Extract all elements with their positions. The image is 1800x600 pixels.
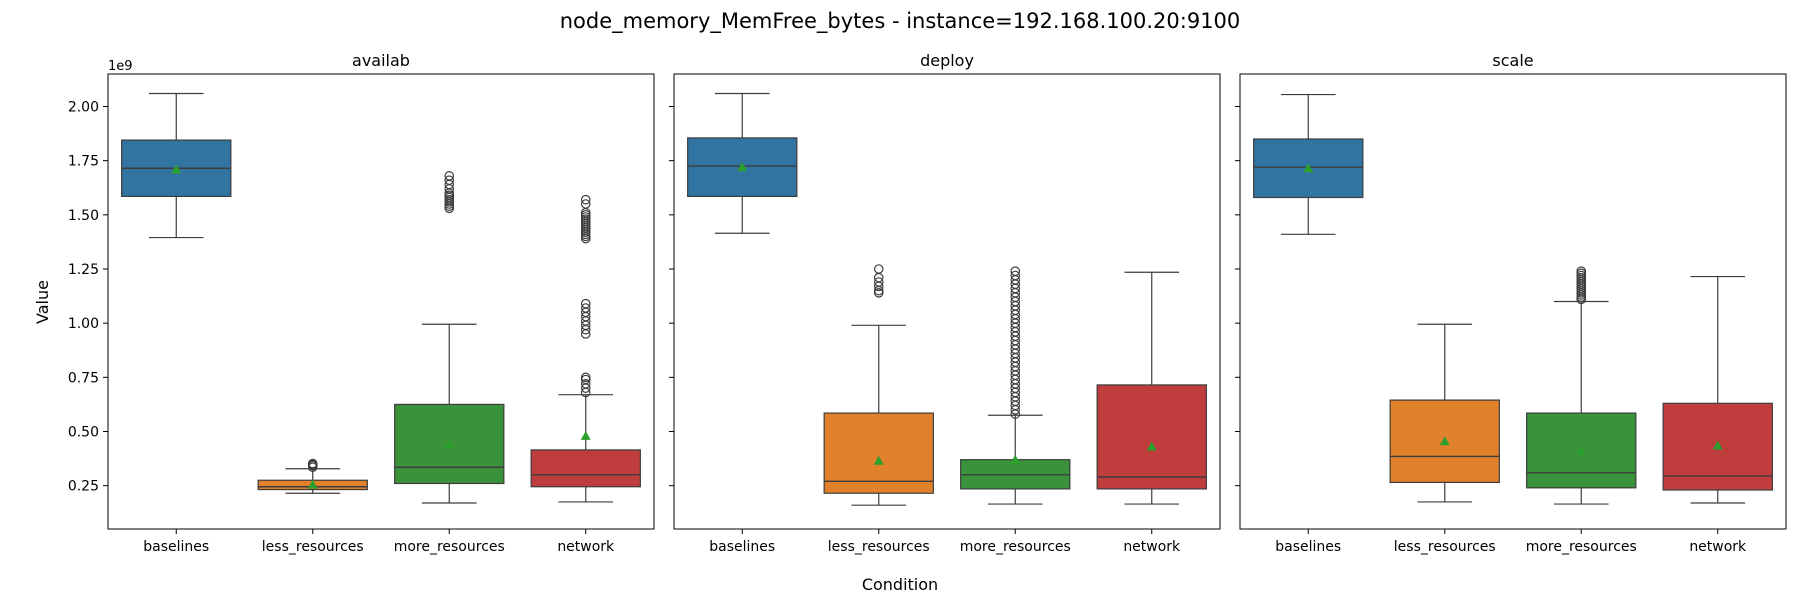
panels-group: availab 0.25 0.50 0.75 1.00 1.25 1.50 1.75 2.00 b… <box>68 51 1787 555</box>
box-less_resources <box>1389 323 1500 503</box>
y-tick-label: 2.00 <box>68 100 99 116</box>
box-more_resources <box>394 171 505 504</box>
y-offset-text: 1e9 <box>108 59 133 74</box>
mean-marker <box>307 479 318 489</box>
box-iqr <box>530 449 641 488</box>
x-tick-label: baselines <box>1275 539 1341 555</box>
y-tick-label: 1.75 <box>68 154 99 170</box>
mean-marker <box>873 455 884 465</box>
box-less_resources <box>257 458 368 494</box>
mean-marker <box>580 430 591 440</box>
mean-marker <box>737 162 748 172</box>
panel-frame <box>673 73 1221 530</box>
box-baselines <box>1253 93 1364 235</box>
box-iqr <box>1253 138 1364 199</box>
figure-title: node_memory_MemFree_bytes - instance=192… <box>560 9 1241 34</box>
mean-marker <box>1576 446 1587 455</box>
box-less_resources <box>823 264 934 506</box>
outlier-point <box>444 171 455 181</box>
panel-scale: scale baselines less_resources more_resourc… <box>1235 51 1787 555</box>
box-iqr <box>823 412 934 494</box>
x-tick-label: more_resources <box>1526 539 1637 555</box>
mean-marker <box>1010 454 1021 464</box>
box-more_resources <box>1526 266 1637 505</box>
x-tick-label: network <box>1689 539 1747 555</box>
x-tick-label: baselines <box>143 539 209 555</box>
y-tick-label: 0.75 <box>68 370 99 386</box>
mean-marker <box>444 439 455 449</box>
box-network <box>530 194 641 503</box>
mean-marker <box>171 164 182 174</box>
outlier-point <box>580 194 591 205</box>
outlier-point <box>873 277 884 287</box>
y-axis-label: Value <box>33 280 52 324</box>
outlier-point <box>873 264 884 274</box>
x-tick-label: less_resources <box>828 539 930 555</box>
outlier-point <box>580 303 591 313</box>
x-tick-label: less_resources <box>262 539 364 555</box>
x-tick-label: network <box>557 539 615 555</box>
outlier-point <box>580 199 591 209</box>
x-tick-label: less_resources <box>1394 539 1496 555</box>
y-tick-label: 1.50 <box>68 208 99 224</box>
panel-frame <box>107 73 655 530</box>
mean-marker <box>1439 436 1450 446</box>
x-tick-label: more_resources <box>394 539 505 555</box>
box-network <box>1096 271 1207 505</box>
panel-deploy: deploy baselines less_resources more_resour… <box>669 51 1221 555</box>
x-tick-label: baselines <box>709 539 775 555</box>
outlier-point <box>1010 270 1021 281</box>
outlier-point <box>444 175 455 185</box>
x-tick-label: network <box>1123 539 1181 555</box>
box-baselines <box>687 92 798 234</box>
panel-availab: availab 0.25 0.50 0.75 1.00 1.25 1.50 1.75 2.00 b… <box>68 51 655 555</box>
y-tick-label: 1.25 <box>68 262 99 278</box>
box-baselines <box>121 92 232 239</box>
outlier-point <box>307 458 318 469</box>
y-tick-label: 1.00 <box>68 316 99 332</box>
panel-title: availab <box>352 51 410 70</box>
y-tick-label: 0.25 <box>68 479 99 495</box>
box-network <box>1662 275 1773 504</box>
x-axis-label: Condition <box>862 575 938 594</box>
outlier-point <box>1576 266 1587 276</box>
panel-title: scale <box>1492 51 1533 70</box>
box-more_resources <box>960 266 1071 505</box>
x-tick-label: more_resources <box>960 539 1071 555</box>
y-tick-label: 0.50 <box>68 425 99 441</box>
outlier-point <box>580 298 591 309</box>
panel-title: deploy <box>920 51 974 70</box>
mean-marker <box>1146 441 1157 451</box>
outlier-point <box>580 372 591 383</box>
box-iqr <box>1096 384 1207 490</box>
mean-marker <box>1303 163 1314 173</box>
outlier-point <box>580 379 591 389</box>
mean-marker <box>1712 440 1723 450</box>
outlier-point <box>1010 266 1021 276</box>
panel-frame <box>1239 73 1787 530</box>
